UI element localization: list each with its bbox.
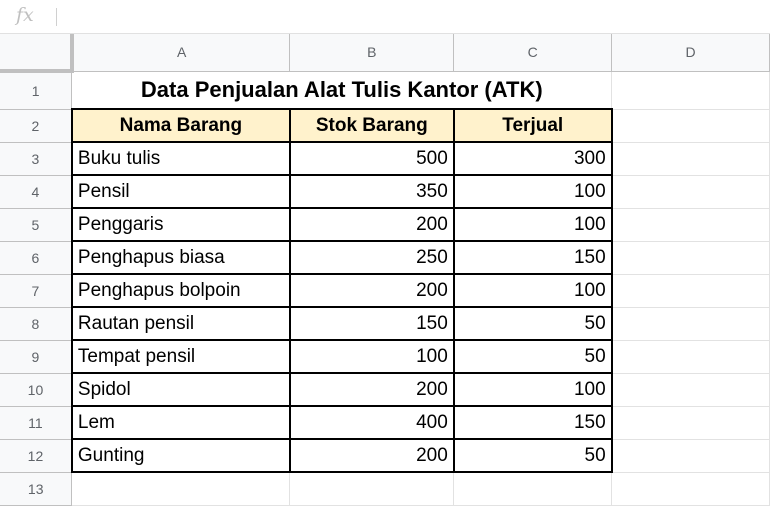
item-sold-cell[interactable]: 50 [452, 339, 613, 374]
row-header-10[interactable]: 10 [0, 373, 73, 407]
item-sold-cell[interactable]: 300 [452, 141, 613, 176]
item-sold-cell[interactable]: 50 [452, 438, 613, 473]
cell-d11[interactable] [611, 406, 770, 440]
header-cell-stok-barang[interactable]: Stok Barang [288, 108, 455, 143]
item-stock-cell[interactable]: 400 [288, 405, 455, 440]
item-stock-cell[interactable]: 200 [288, 372, 455, 407]
cell-d4[interactable] [611, 175, 770, 209]
item-name-cell[interactable]: Rautan pensil [70, 306, 291, 341]
item-name-cell[interactable]: Tempat pensil [70, 339, 291, 374]
item-stock-cell[interactable]: 200 [288, 207, 455, 242]
header-cell-terjual[interactable]: Terjual [452, 108, 613, 143]
row-header-9[interactable]: 9 [0, 340, 73, 374]
column-header-c[interactable]: C [453, 34, 613, 72]
item-stock-cell[interactable]: 200 [288, 273, 455, 308]
item-sold-cell[interactable]: 100 [452, 372, 613, 407]
item-sold-cell[interactable]: 100 [452, 174, 613, 209]
item-name-cell[interactable]: Penghapus bolpoin [70, 273, 291, 308]
row-header-11[interactable]: 11 [0, 406, 73, 440]
cell-d12[interactable] [611, 439, 770, 473]
row-header-4[interactable]: 4 [0, 175, 73, 209]
item-name-cell[interactable]: Lem [70, 405, 291, 440]
item-stock-cell[interactable]: 350 [288, 174, 455, 209]
item-stock-cell[interactable]: 150 [288, 306, 455, 341]
sheet-title-cell[interactable]: Data Penjualan Alat Tulis Kantor (ATK) [71, 71, 613, 110]
item-stock-cell[interactable]: 250 [288, 240, 455, 275]
item-sold-cell[interactable]: 50 [452, 306, 613, 341]
cell-d10[interactable] [611, 373, 770, 407]
formula-bar: fx [0, 0, 770, 34]
cell-d7[interactable] [611, 274, 770, 308]
item-sold-cell[interactable]: 100 [452, 273, 613, 308]
cell-a13[interactable] [71, 472, 291, 506]
cell-b13[interactable] [289, 472, 455, 506]
item-sold-cell[interactable]: 150 [452, 240, 613, 275]
item-name-cell[interactable]: Gunting [70, 438, 291, 473]
item-stock-cell[interactable]: 100 [288, 339, 455, 374]
item-name-cell[interactable]: Pensil [70, 174, 291, 209]
item-stock-cell[interactable]: 500 [288, 141, 455, 176]
fx-icon: fx [16, 4, 34, 26]
item-name-cell[interactable]: Spidol [70, 372, 291, 407]
column-header-d[interactable]: D [611, 34, 770, 72]
header-cell-nama-barang[interactable]: Nama Barang [70, 108, 291, 143]
cell-d9[interactable] [611, 340, 770, 374]
formula-bar-divider [56, 8, 57, 26]
cell-d5[interactable] [611, 208, 770, 242]
cell-d3[interactable] [611, 142, 770, 176]
item-sold-cell[interactable]: 150 [452, 405, 613, 440]
item-name-cell[interactable]: Penggaris [70, 207, 291, 242]
item-name-cell[interactable]: Buku tulis [70, 141, 291, 176]
cell-d13[interactable] [611, 472, 770, 506]
cell-d6[interactable] [611, 241, 770, 275]
select-all-corner[interactable] [0, 34, 74, 73]
row-header-8[interactable]: 8 [0, 307, 73, 341]
row-header-1[interactable]: 1 [0, 71, 73, 110]
spreadsheet-grid: A B C D 1 Data Penjualan Alat Tulis Kant… [0, 34, 770, 506]
cell-c13[interactable] [453, 472, 613, 506]
item-name-cell[interactable]: Penghapus biasa [70, 240, 291, 275]
formula-input[interactable] [66, 4, 760, 30]
column-header-a[interactable]: A [71, 34, 291, 72]
item-sold-cell[interactable]: 100 [452, 207, 613, 242]
row-header-13[interactable]: 13 [0, 472, 73, 506]
cell-d8[interactable] [611, 307, 770, 341]
cell-d2[interactable] [611, 109, 770, 143]
row-header-2[interactable]: 2 [0, 109, 73, 143]
column-header-b[interactable]: B [289, 34, 455, 72]
row-header-6[interactable]: 6 [0, 241, 73, 275]
row-header-12[interactable]: 12 [0, 439, 73, 473]
row-header-5[interactable]: 5 [0, 208, 73, 242]
row-header-3[interactable]: 3 [0, 142, 73, 176]
row-header-7[interactable]: 7 [0, 274, 73, 308]
cell-d1[interactable] [611, 71, 770, 110]
item-stock-cell[interactable]: 200 [288, 438, 455, 473]
